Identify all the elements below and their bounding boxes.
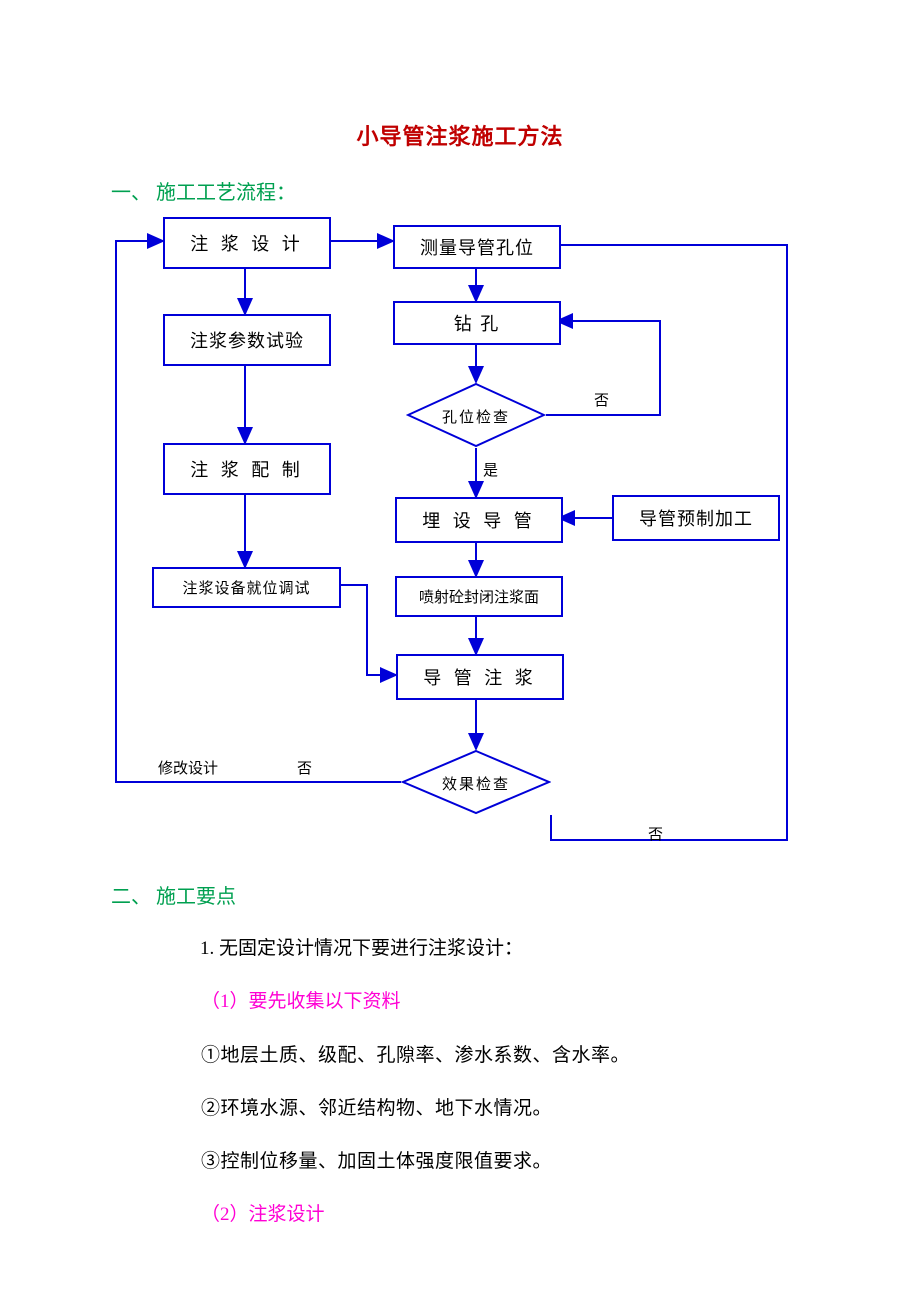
node-setpipe: 埋 设 导 管 — [395, 497, 563, 543]
node-spray: 喷射砼封闭注浆面 — [395, 576, 563, 617]
body-b2: ②环境水源、邻近结构物、地下水情况。 — [201, 1093, 552, 1120]
body-line-1: 1. 无固定设计情况下要进行注浆设计： — [200, 933, 523, 960]
diamond-effect-check: 效果检查 — [401, 749, 551, 815]
node-design: 注 浆 设 计 — [163, 217, 331, 269]
diamond-hole-label: 孔位检查 — [406, 406, 546, 427]
body-pink-2: （2）注浆设计 — [201, 1199, 325, 1226]
flowchart: 注 浆 设 计 测量导管孔位 注浆参数试验 钻 孔 注 浆 配 制 埋 设 导 … — [0, 0, 920, 860]
node-prefab: 导管预制加工 — [612, 495, 780, 541]
diamond-hole-check: 孔位检查 — [406, 382, 546, 448]
section-2-header: 二、 施工要点 — [111, 880, 236, 909]
edge-label-yes: 是 — [483, 459, 498, 480]
body-b1: ①地层土质、级配、孔隙率、渗水系数、含水率。 — [201, 1040, 630, 1067]
node-param: 注浆参数试验 — [163, 314, 331, 366]
node-measure: 测量导管孔位 — [393, 225, 561, 269]
body-pink-1: （1）要先收集以下资料 — [201, 986, 401, 1013]
edge-label-modify: 修改设计 — [158, 757, 218, 778]
edge-label-no-2: 否 — [297, 757, 312, 778]
diamond-effect-label: 效果检查 — [401, 773, 551, 794]
node-inject: 导 管 注 浆 — [396, 654, 564, 700]
node-equip: 注浆设备就位调试 — [152, 567, 341, 608]
node-drill: 钻 孔 — [393, 301, 561, 345]
edge-label-no-3: 否 — [648, 823, 663, 844]
edge-label-no-1: 否 — [594, 389, 609, 410]
body-b3: ③控制位移量、加固土体强度限值要求。 — [201, 1146, 552, 1173]
node-mix: 注 浆 配 制 — [163, 443, 331, 495]
page: 小导管注浆施工方法 一、 施工工艺流程： — [0, 0, 920, 1302]
